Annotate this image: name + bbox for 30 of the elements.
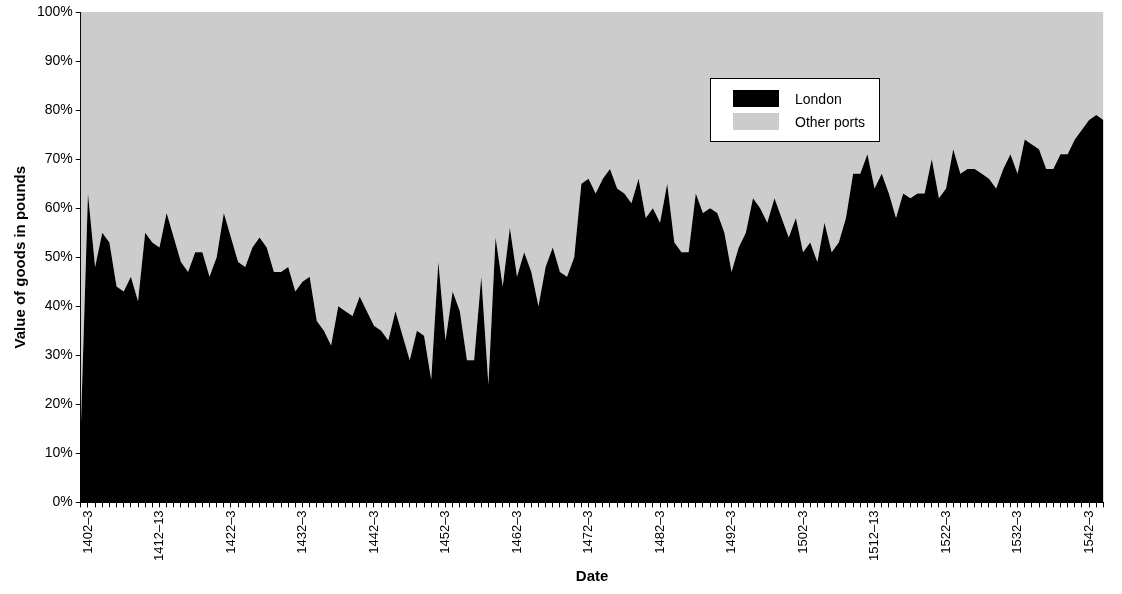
x-tick-label: 1402–3 bbox=[79, 510, 95, 554]
x-tick-label: 1432–3 bbox=[294, 510, 310, 554]
x-tick-label: 1502–3 bbox=[794, 510, 810, 554]
x-tick-label: 1452–3 bbox=[437, 510, 453, 554]
x-axis-title: Date bbox=[575, 567, 609, 585]
y-tick-label: 20% bbox=[44, 395, 73, 412]
y-tick-label: 40% bbox=[44, 297, 73, 314]
x-tick-label: 1422–3 bbox=[222, 510, 238, 554]
y-tick-label: 70% bbox=[44, 149, 73, 166]
x-tick-label: 1472–3 bbox=[580, 510, 596, 554]
x-tick-label: 1462–3 bbox=[508, 510, 524, 554]
series-label: Other ports bbox=[795, 113, 866, 130]
y-tick-label: 100% bbox=[36, 2, 73, 19]
y-tick-label: 50% bbox=[44, 248, 73, 265]
y-tick-label: 0% bbox=[52, 493, 73, 510]
y-tick-label: 90% bbox=[44, 51, 73, 68]
y-axis-title: Value of goods in pounds bbox=[11, 165, 29, 349]
x-tick-label: 1482–3 bbox=[651, 510, 667, 554]
x-tick-label: 1512–13 bbox=[866, 510, 882, 562]
x-tick-label: 1532–3 bbox=[1009, 510, 1025, 554]
x-tick-label: 1412–13 bbox=[151, 510, 167, 562]
x-tick-label: 1442–3 bbox=[365, 510, 381, 554]
y-tick-label: 80% bbox=[44, 100, 73, 117]
legend-label: London bbox=[795, 90, 842, 107]
x-tick-label: 1542–3 bbox=[1080, 510, 1096, 554]
y-tick-label: 60% bbox=[44, 199, 73, 216]
y-tick-label: 10% bbox=[44, 444, 73, 461]
x-tick-label: 1492–3 bbox=[723, 510, 739, 554]
x-tick-label: 1522–3 bbox=[937, 510, 953, 554]
y-tick-label: 30% bbox=[44, 346, 73, 363]
